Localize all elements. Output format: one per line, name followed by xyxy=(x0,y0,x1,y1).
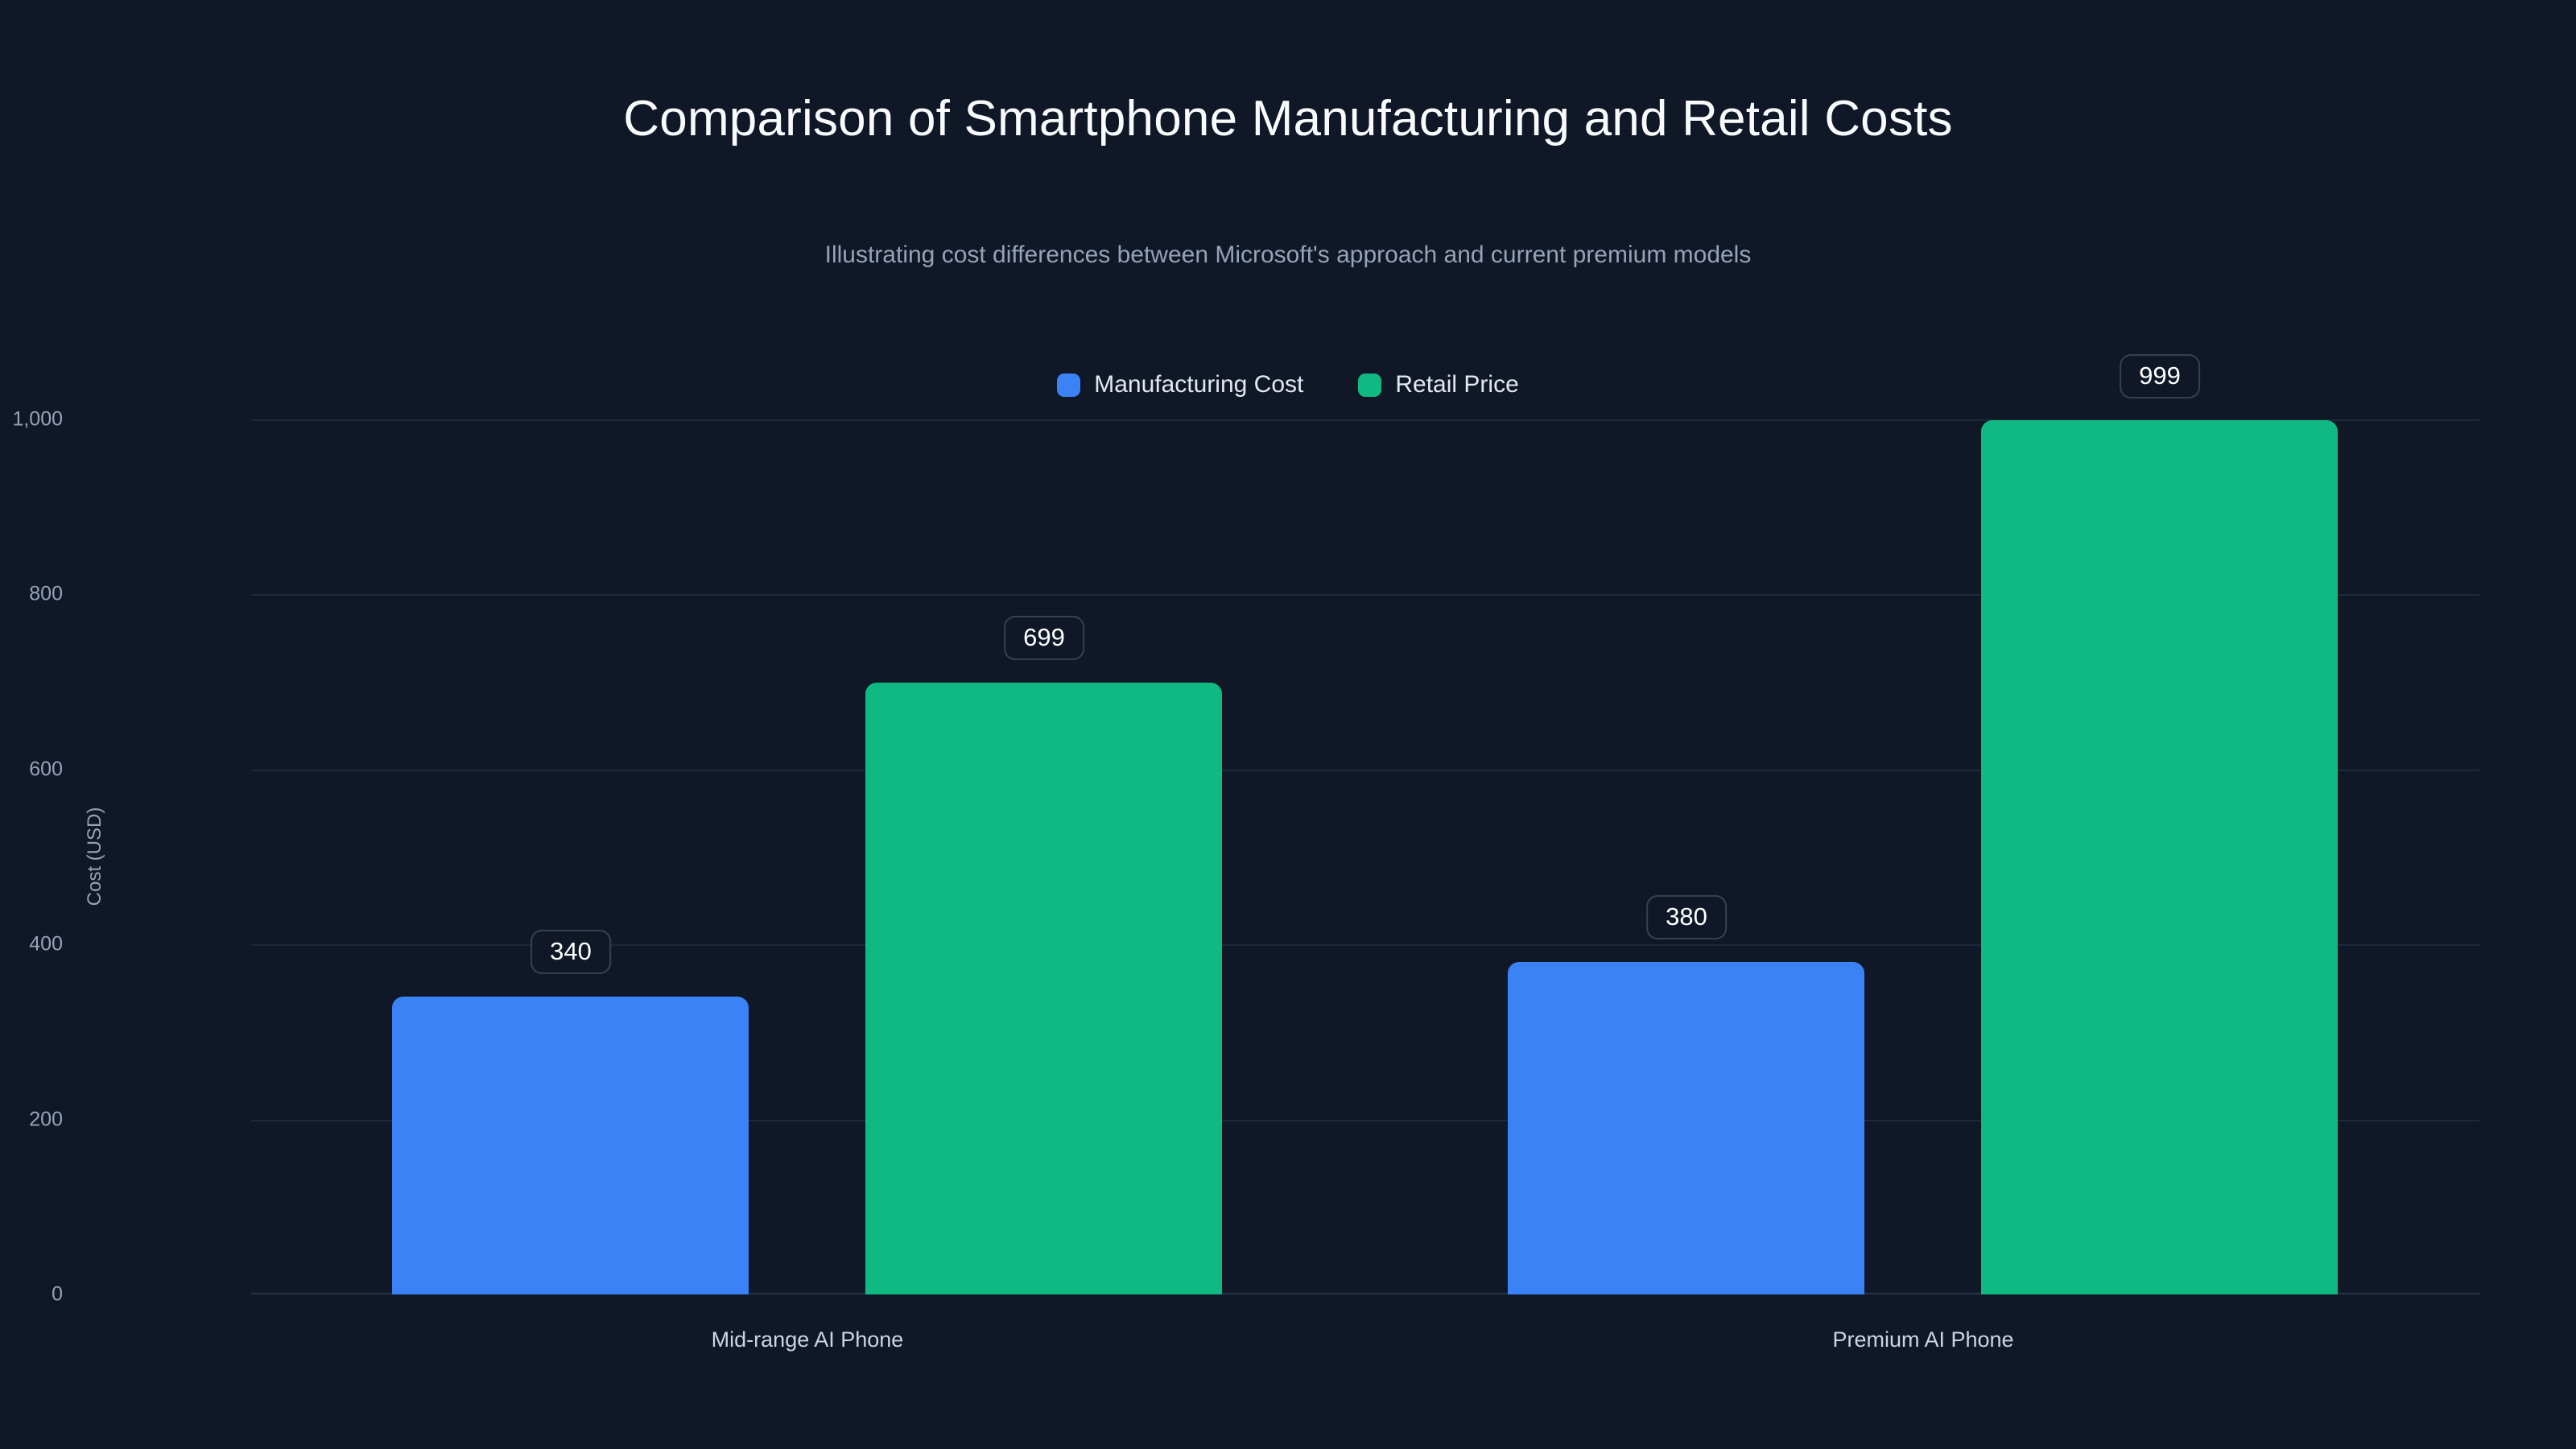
value-label-mid-range-retail-price: 699 xyxy=(1004,616,1084,660)
bar-mid-range-manufacturing-cost[interactable] xyxy=(392,997,749,1294)
y-axis-tick-600: 600 xyxy=(29,758,63,781)
gridline-200 xyxy=(251,1120,2479,1121)
chart-legend: Manufacturing Cost Retail Price xyxy=(0,373,2576,397)
legend-item-manufacturing-cost[interactable]: Manufacturing Cost xyxy=(1057,373,1303,397)
bar-premium-manufacturing-cost[interactable] xyxy=(1508,962,1864,1294)
chart-title: Comparison of Smartphone Manufacturing a… xyxy=(623,91,1953,147)
value-label-premium-manufacturing-cost: 380 xyxy=(1646,895,1727,939)
gridline-400 xyxy=(251,944,2479,946)
gridline-800 xyxy=(251,594,2479,596)
value-label-mid-range-manufacturing-cost: 340 xyxy=(530,930,611,974)
legend-swatch-icon xyxy=(1358,373,1382,397)
bar-premium-retail-price[interactable] xyxy=(1981,420,2338,1294)
gridline-zero-axis xyxy=(251,1293,2479,1294)
y-axis-tick-1000: 1,000 xyxy=(12,407,63,431)
legend-item-retail-price[interactable]: Retail Price xyxy=(1358,371,1519,398)
legend-label: Retail Price xyxy=(1395,371,1519,398)
bar-mid-range-retail-price[interactable] xyxy=(865,683,1222,1294)
y-axis-tick-800: 800 xyxy=(29,582,63,605)
y-axis-tick-0: 0 xyxy=(52,1282,63,1306)
chart-subtitle: Illustrating cost differences between Mi… xyxy=(824,242,1752,268)
x-axis-label-mid-range: Mid-range AI Phone xyxy=(711,1327,904,1352)
plot-area xyxy=(251,419,2479,1294)
legend-swatch-icon xyxy=(1057,373,1081,397)
value-label-premium-retail-price: 999 xyxy=(2120,354,2200,398)
y-axis-tick-200: 200 xyxy=(29,1108,63,1131)
y-axis-tick-400: 400 xyxy=(29,932,63,956)
gridline-600 xyxy=(251,770,2479,771)
y-axis-title: Cost (USD) xyxy=(84,807,105,906)
legend-label: Manufacturing Cost xyxy=(1094,371,1304,398)
x-axis-label-premium: Premium AI Phone xyxy=(1832,1327,2014,1352)
gridline-1000 xyxy=(251,419,2479,421)
